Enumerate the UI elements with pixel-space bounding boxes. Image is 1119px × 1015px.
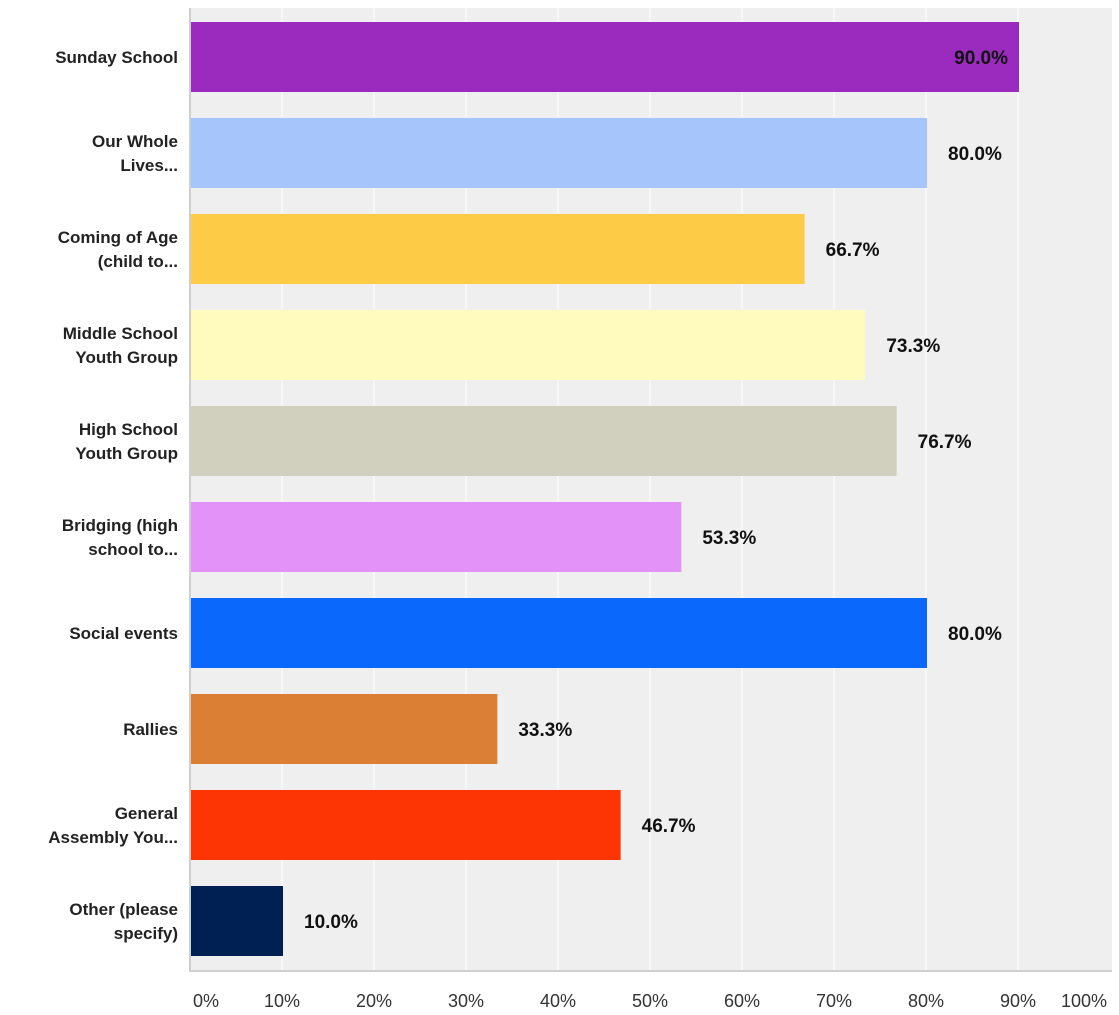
category-label: Lives... <box>120 156 178 175</box>
bar-value-label: 90.0% <box>954 48 1008 69</box>
bars <box>191 22 1019 956</box>
x-tick-label: 0% <box>193 991 219 1011</box>
bar <box>191 118 927 188</box>
bar <box>191 790 621 860</box>
bar <box>191 214 805 284</box>
x-tick-label: 80% <box>908 991 944 1011</box>
x-tick-label: 90% <box>1000 991 1036 1011</box>
category-label: General <box>115 804 178 823</box>
category-label: Sunday School <box>55 48 178 67</box>
category-label: Other (please <box>69 900 178 919</box>
x-tick-label: 50% <box>632 991 668 1011</box>
bar-value-label: 80.0% <box>948 144 1002 165</box>
x-tick-label: 10% <box>264 991 300 1011</box>
value-labels: 90.0% 80.0% 66.7% 73.3% 76.7% 53.3% 80.0% 33.3%… <box>304 48 1008 933</box>
category-label: specify) <box>114 924 178 943</box>
bar <box>191 502 682 572</box>
category-labels: Sunday School Our Whole Lives... Coming of … <box>48 48 178 943</box>
x-tick-label: 70% <box>816 991 852 1011</box>
x-tick-labels: 0% 10% 20% 30% 40% 50% 60% 70% 80% 90% 100% <box>193 991 1107 1011</box>
x-tick-label: 20% <box>356 991 392 1011</box>
x-tick-label: 40% <box>540 991 576 1011</box>
x-tick-label: 60% <box>724 991 760 1011</box>
category-label: Bridging (high <box>62 516 178 535</box>
bar <box>191 886 283 956</box>
bar <box>191 406 897 476</box>
category-label: Middle School <box>63 324 178 343</box>
category-label: Youth Group <box>75 348 178 367</box>
bar-value-label: 66.7% <box>826 240 880 261</box>
bar <box>191 310 866 380</box>
bar-value-label: 80.0% <box>948 624 1002 645</box>
category-label: Assembly You... <box>48 828 178 847</box>
category-label: Rallies <box>123 720 178 739</box>
bar <box>191 22 1019 92</box>
category-label: High School <box>79 420 178 439</box>
x-tick-label: 30% <box>448 991 484 1011</box>
bar-value-label: 46.7% <box>642 816 696 837</box>
bar-value-label: 73.3% <box>886 336 940 357</box>
category-label: Our Whole <box>92 132 178 151</box>
bar-value-label: 53.3% <box>702 528 756 549</box>
category-label: (child to... <box>98 252 178 271</box>
category-label: Social events <box>69 624 178 643</box>
bar-value-label: 33.3% <box>518 720 572 741</box>
category-label: school to... <box>88 540 178 559</box>
category-label: Coming of Age <box>58 228 178 247</box>
x-tick-label: 100% <box>1061 991 1107 1011</box>
bar <box>191 598 927 668</box>
bar-value-label: 10.0% <box>304 912 358 933</box>
bar <box>191 694 498 764</box>
category-label: Youth Group <box>75 444 178 463</box>
bar-value-label: 76.7% <box>918 432 972 453</box>
